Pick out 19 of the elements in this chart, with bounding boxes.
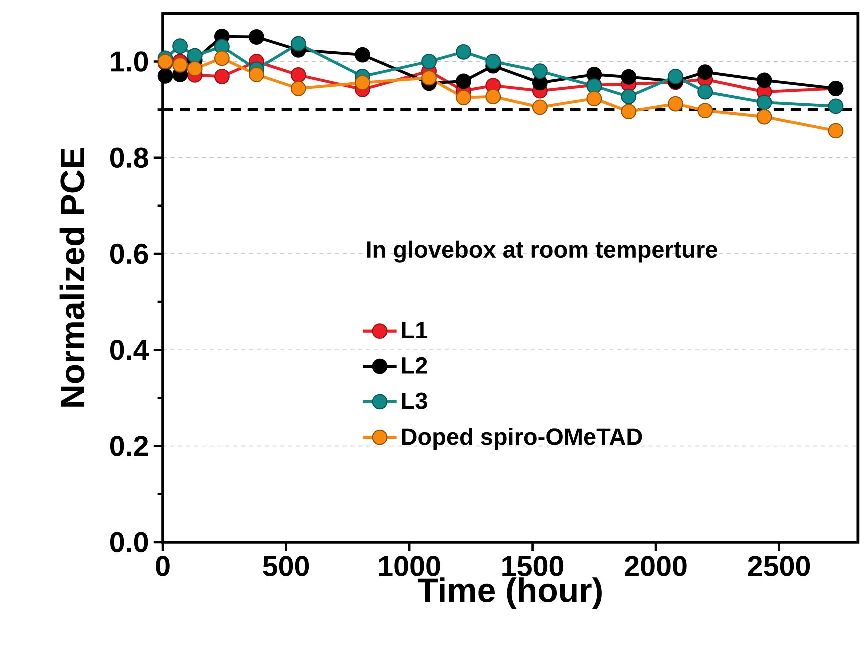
y-axis-title: Normalized PCE bbox=[60, 148, 85, 407]
legend-label: L3 bbox=[402, 392, 428, 410]
legend-title: In glovebox at room temperture bbox=[367, 240, 718, 263]
y-tick-label: 0.0 bbox=[110, 532, 148, 553]
y-tick-label: 0.2 bbox=[110, 436, 148, 456]
x-tick-label: 0 bbox=[156, 556, 170, 576]
x-axis-title: Time (hour) bbox=[418, 578, 602, 610]
legend-label: Doped spiro-OMeTAD bbox=[402, 428, 642, 450]
x-tick-label: 2500 bbox=[748, 556, 810, 576]
legend-label: L2 bbox=[402, 357, 428, 374]
y-tick-label: 0.8 bbox=[110, 148, 148, 168]
y-tick-label: 1.0 bbox=[111, 52, 148, 72]
y-tick-label: 0.4 bbox=[110, 340, 150, 360]
y-tick-label: 0.6 bbox=[110, 244, 148, 264]
x-tick-label: 500 bbox=[263, 556, 310, 576]
x-tick-label: 2000 bbox=[625, 556, 687, 576]
x-tick-label: 1500 bbox=[502, 556, 564, 576]
legend-label: L1 bbox=[402, 322, 428, 338]
x-tick-label: 1000 bbox=[379, 556, 440, 576]
